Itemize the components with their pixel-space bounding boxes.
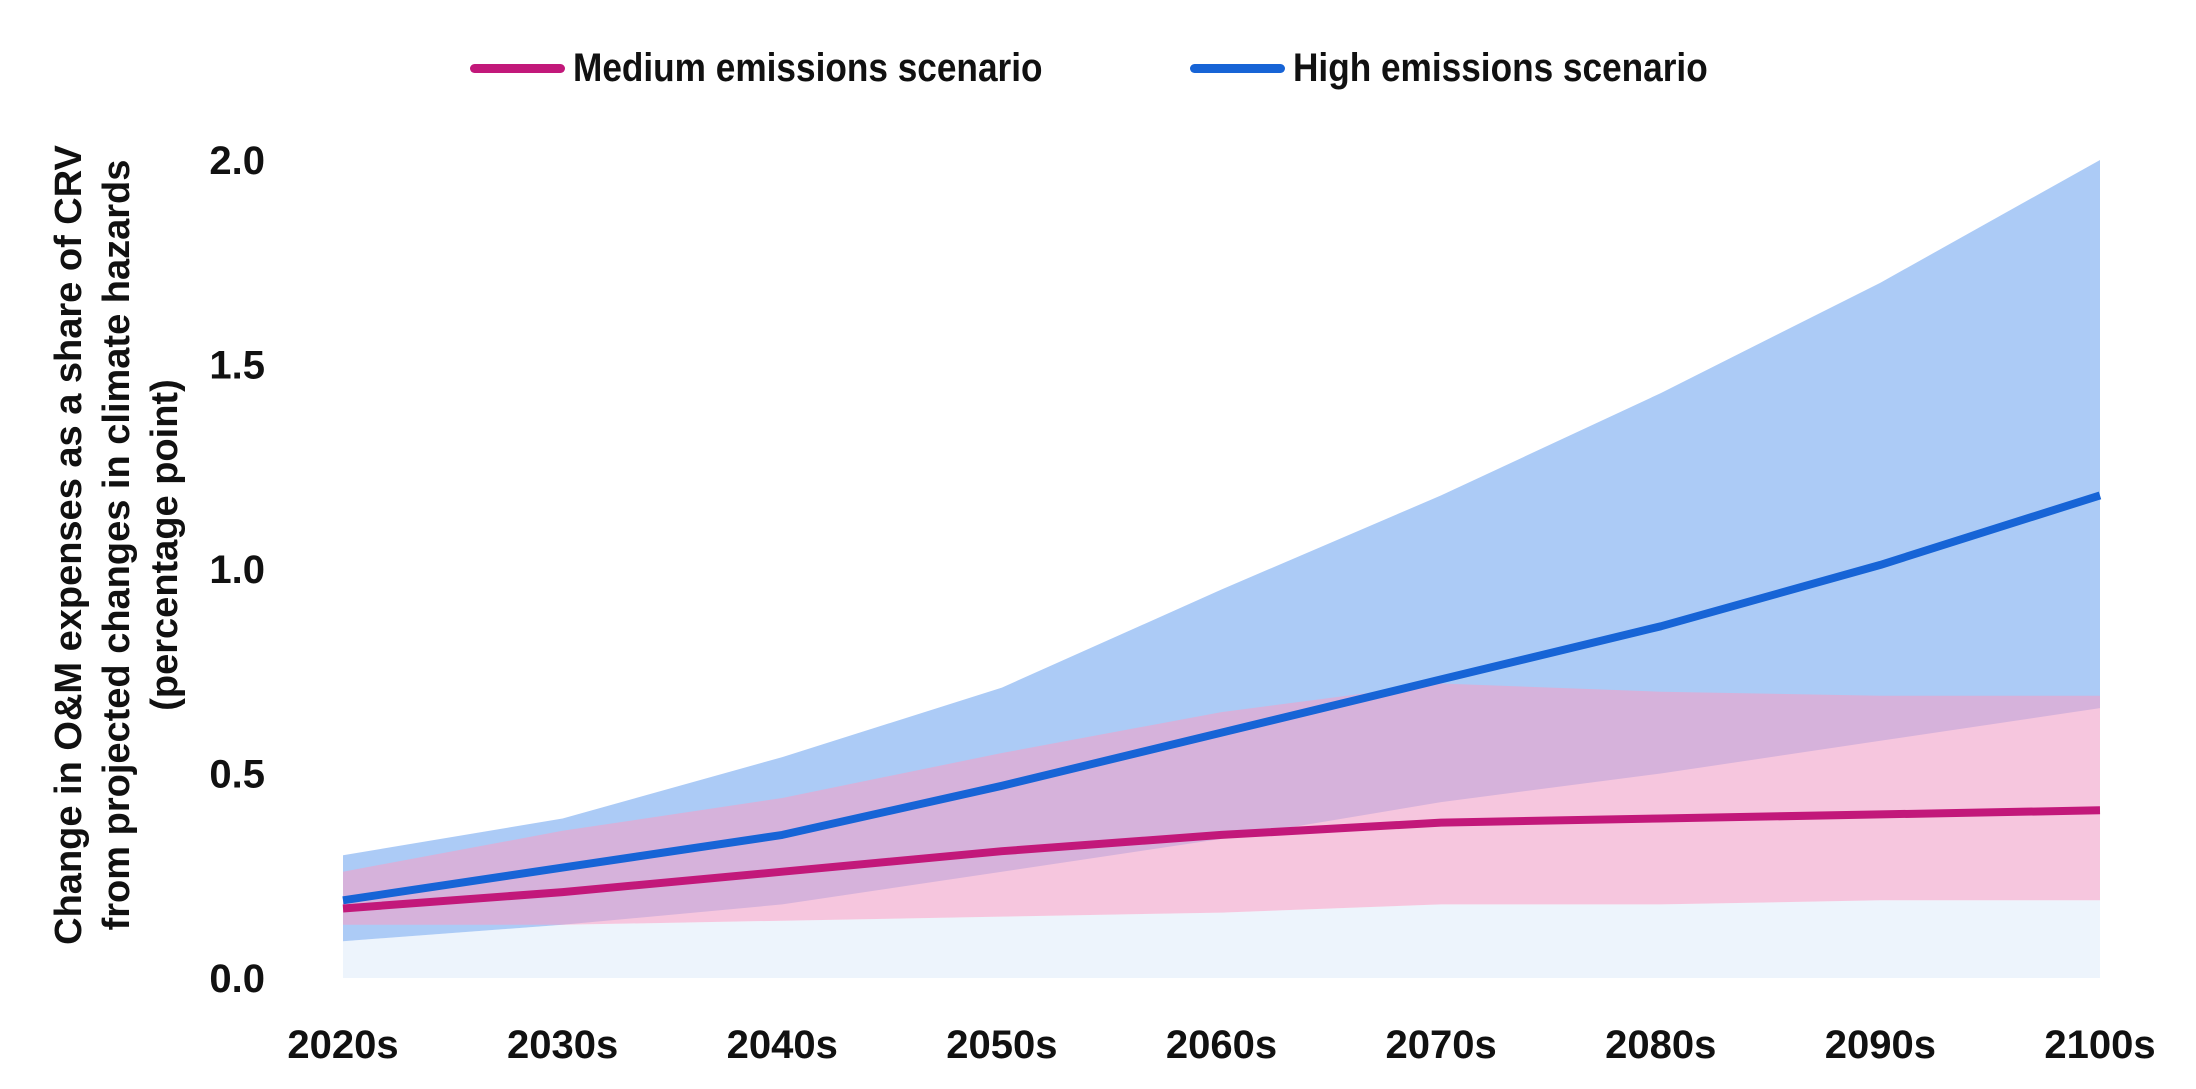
x-tick-label: 2080s: [1605, 1023, 1716, 1067]
band-medium-emissions: [343, 683, 2100, 925]
x-tick-label: 2100s: [2044, 1023, 2155, 1067]
x-tick-label: 2090s: [1825, 1023, 1936, 1067]
y-tick-label: 0.0: [209, 957, 265, 1001]
y-tick-label: 1.0: [209, 548, 265, 592]
y-tick-label: 0.5: [209, 753, 265, 797]
legend-label-medium: Medium emissions scenario: [573, 45, 1043, 90]
line-medium-emissions: [342, 806, 2101, 913]
y-tick-label: 2.0: [209, 139, 265, 183]
x-tick-label: 2040s: [727, 1023, 838, 1067]
legend-swatch-high: [1190, 63, 1285, 73]
baseline-band: [343, 900, 2100, 978]
x-tick-label: 2020s: [287, 1023, 398, 1067]
x-tick-label: 2050s: [946, 1023, 1057, 1067]
legend-swatch-medium: [470, 63, 565, 73]
legend-label-high: High emissions scenario: [1293, 45, 1708, 90]
line-high-emissions: [342, 491, 2102, 905]
y-tick-label: 1.5: [209, 344, 265, 388]
legend: Medium emissions scenario High emissions…: [0, 38, 2196, 98]
legend-item-high: High emissions scenario: [1190, 38, 1764, 98]
x-tick-label: 2070s: [1386, 1023, 1497, 1067]
x-tick-label: 2030s: [507, 1023, 618, 1067]
x-tick-label: 2060s: [1166, 1023, 1277, 1067]
legend-item-medium: Medium emissions scenario: [470, 38, 1107, 98]
